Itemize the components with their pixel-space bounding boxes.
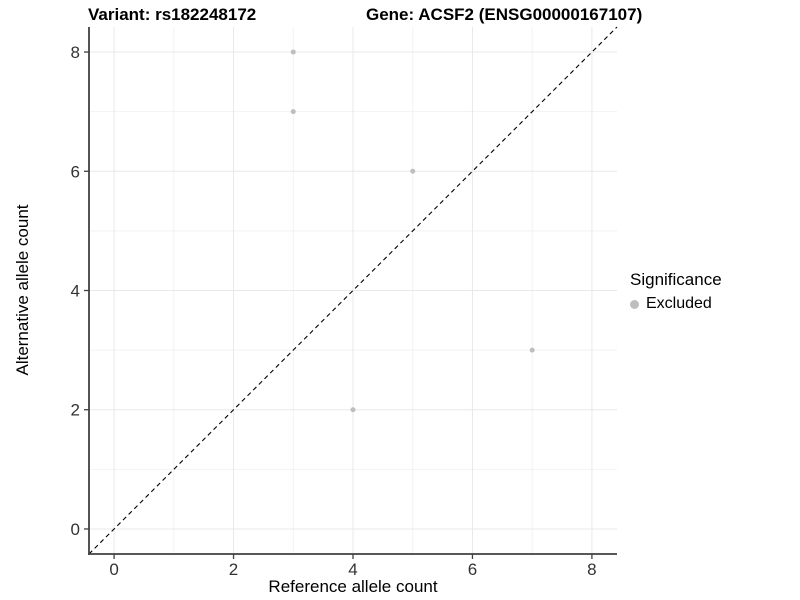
x-tick-label: 2 [229, 560, 238, 579]
data-point [350, 407, 356, 413]
major-gridlines [89, 27, 617, 554]
tick-labels: 0 2 4 6 8 0 2 4 6 8 [71, 43, 597, 579]
gene-title: Gene: ACSF2 (ENSG00000167107) [366, 5, 643, 24]
identity-line [88, 26, 618, 555]
data-point [529, 347, 535, 353]
legend: Significance Excluded [630, 270, 722, 313]
data-points-excluded [290, 49, 535, 413]
legend-item-label: Excluded [646, 295, 712, 312]
tick-marks [84, 51, 593, 559]
y-tick-label: 0 [71, 520, 80, 539]
variant-title: Variant: rs182248172 [88, 5, 257, 24]
legend-item-excluded: Excluded [630, 295, 722, 313]
data-point [290, 109, 296, 115]
x-tick-label: 4 [348, 560, 357, 579]
x-tick-label: 0 [109, 560, 118, 579]
excluded-point-swatch-icon [630, 299, 639, 309]
x-tick-label: 6 [468, 560, 477, 579]
y-tick-label: 6 [71, 162, 80, 181]
y-tick-label: 2 [71, 401, 80, 420]
data-point [410, 168, 416, 174]
y-tick-label: 8 [71, 43, 80, 62]
x-axis-title: Reference allele count [268, 577, 438, 596]
x-tick-label: 8 [587, 560, 596, 579]
y-axis-title: Alternative allele count [13, 204, 32, 376]
legend-title: Significance [630, 270, 722, 289]
data-point [290, 49, 296, 55]
y-tick-label: 4 [71, 282, 80, 301]
